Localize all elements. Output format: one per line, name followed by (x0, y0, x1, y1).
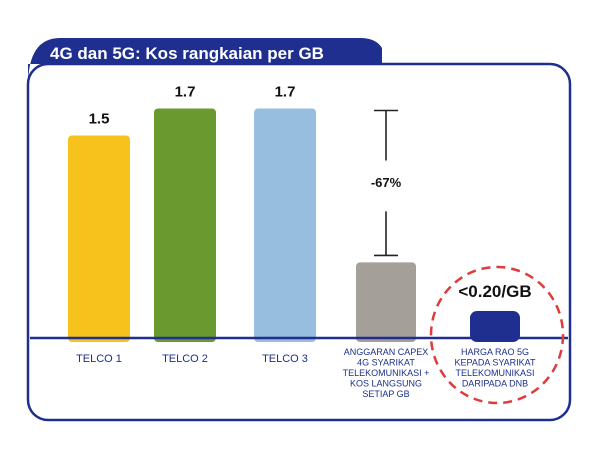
category-label-dnb-rao-price: TELEKOMUNIKASI (455, 368, 534, 378)
bar-telco-3 (254, 108, 316, 342)
category-label-capex-estimate: SETIAP GB (362, 389, 409, 399)
value-label-telco-2: 1.7 (175, 84, 196, 101)
category-label-capex-estimate: 4G SYARIKAT (357, 358, 415, 368)
bar-capex-estimate (356, 262, 416, 342)
category-label-telco-3: TELCO 3 (262, 353, 308, 365)
bar-telco-2 (154, 108, 216, 342)
value-label-telco-1: 1.5 (89, 111, 110, 128)
chart-title: 4G dan 5G: Kos rangkaian per GB (50, 44, 324, 63)
value-label-telco-3: 1.7 (275, 84, 296, 101)
category-label-dnb-rao-price: HARGA RAO 5G (461, 347, 529, 357)
bar-dnb-rao-price (470, 311, 520, 342)
annotation-percent-label: -67% (371, 175, 402, 190)
category-label-capex-estimate: KOS LANGSUNG (350, 379, 422, 389)
category-label-telco-1: TELCO 1 (76, 353, 122, 365)
reduction-annotation: -67% (371, 109, 402, 257)
category-label-dnb-rao-price: KEPADA SYARIKAT (454, 358, 536, 368)
value-label-dnb-rao-price: <0.20/GB (458, 282, 531, 301)
category-label-capex-estimate: ANGGARAN CAPEX (344, 347, 429, 357)
bar-telco-1 (68, 135, 130, 342)
category-label-telco-2: TELCO 2 (162, 353, 208, 365)
category-label-dnb-rao-price: DARIPADA DNB (462, 379, 528, 389)
bars-group: 1.5 1.7 1.7 <0.20/GB (68, 84, 532, 342)
category-label-capex-estimate: TELEKOMUNIKASI + (343, 368, 430, 378)
title-tab (28, 38, 382, 86)
dnb-highlight-circle (429, 265, 565, 405)
